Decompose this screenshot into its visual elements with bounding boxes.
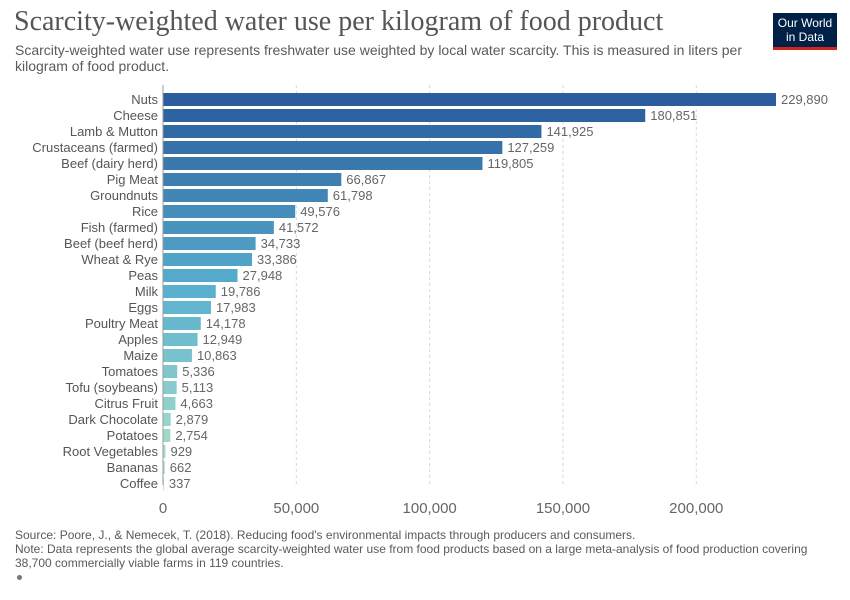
category-label: Wheat & Rye — [81, 252, 158, 267]
bar — [163, 301, 211, 314]
bar-chart: 0 50,000 100,000 150,000 200,000 Nuts 229,890 C… — [32, 85, 828, 517]
value-label: 119,805 — [487, 156, 533, 171]
source-text: Source: Poore, J., & Nemecek, T. (2018).… — [15, 528, 636, 542]
category-label: Rice — [132, 204, 158, 219]
category-label: Poultry Meat — [85, 316, 158, 331]
x-tick-label: 100,000 — [403, 500, 457, 517]
value-label: 337 — [169, 476, 191, 491]
logo-line-2: in Data — [785, 30, 825, 44]
footer-dot — [17, 575, 22, 580]
value-label: 34,733 — [261, 236, 301, 251]
value-label: 14,178 — [206, 316, 246, 331]
category-label: Tomatoes — [102, 364, 159, 379]
value-label: 19,786 — [221, 284, 261, 299]
category-label: Apples — [118, 332, 158, 347]
value-label: 5,113 — [182, 380, 214, 395]
x-tick-label: 150,000 — [536, 500, 590, 517]
bar — [163, 413, 171, 426]
value-label: 41,572 — [279, 220, 319, 235]
value-label: 61,798 — [333, 188, 373, 203]
category-label: Milk — [135, 284, 159, 299]
x-tick-label: 50,000 — [273, 500, 319, 517]
category-label: Beef (beef herd) — [64, 236, 158, 251]
bar — [163, 141, 503, 154]
note-text: Note: Data represents the global average… — [15, 542, 808, 570]
value-label: 5,336 — [182, 364, 215, 379]
chart-title: Scarcity-weighted water use per kilogram… — [14, 6, 664, 37]
bar — [163, 109, 646, 122]
category-label: Citrus Fruit — [94, 396, 158, 411]
value-label: 33,386 — [257, 252, 297, 267]
x-tick-label: 0 — [159, 500, 167, 517]
value-label: 2,754 — [175, 428, 208, 443]
bar — [163, 429, 171, 442]
value-label: 180,851 — [650, 108, 697, 123]
value-label: 229,890 — [781, 92, 828, 107]
value-label: 662 — [170, 460, 192, 475]
bar — [163, 173, 342, 186]
bar — [163, 93, 776, 106]
value-label: 127,259 — [507, 140, 554, 155]
value-label: 17,983 — [216, 300, 256, 315]
bar — [163, 237, 256, 250]
bar — [163, 333, 198, 346]
owid-logo[interactable]: Our World in Data — [773, 13, 837, 50]
chart-footer: Source: Poore, J., & Nemecek, T. (2018).… — [15, 528, 835, 570]
bar — [163, 253, 253, 266]
bar — [163, 349, 192, 362]
category-label: Crustaceans (farmed) — [32, 140, 158, 155]
category-label: Tofu (soybeans) — [66, 380, 159, 395]
category-label: Nuts — [131, 92, 158, 107]
bar — [163, 397, 176, 410]
bar — [163, 381, 177, 394]
bar — [163, 157, 483, 170]
value-label: 2,879 — [176, 412, 209, 427]
category-label: Lamb & Mutton — [70, 124, 158, 139]
category-label: Cheese — [113, 108, 158, 123]
value-label: 66,867 — [346, 172, 386, 187]
category-label: Beef (dairy herd) — [61, 156, 158, 171]
value-label: 929 — [170, 444, 192, 459]
bar — [163, 461, 165, 474]
value-label: 10,863 — [197, 348, 237, 363]
category-label: Peas — [128, 268, 158, 283]
bar — [163, 189, 328, 202]
category-label: Groundnuts — [90, 188, 158, 203]
category-label: Bananas — [107, 460, 159, 475]
category-label: Maize — [123, 348, 158, 363]
bar — [163, 125, 542, 138]
category-label: Coffee — [120, 476, 158, 491]
bar — [163, 445, 166, 458]
bar — [163, 365, 178, 378]
logo-line-1: Our World — [777, 16, 833, 30]
category-label: Fish (farmed) — [81, 220, 158, 235]
category-label: Eggs — [128, 300, 158, 315]
x-tick-label: 200,000 — [669, 500, 723, 517]
value-label: 141,925 — [546, 124, 593, 139]
bar — [163, 221, 274, 234]
bar — [163, 285, 216, 298]
bar — [163, 269, 238, 282]
value-label: 4,663 — [180, 396, 213, 411]
category-label: Dark Chocolate — [68, 412, 158, 427]
category-label: Pig Meat — [107, 172, 159, 187]
category-label: Root Vegetables — [63, 444, 159, 459]
bar — [163, 205, 296, 218]
category-label: Potatoes — [107, 428, 159, 443]
value-label: 49,576 — [300, 204, 340, 219]
value-label: 12,949 — [203, 332, 243, 347]
chart-subtitle: Scarcity-weighted water use represents f… — [15, 42, 743, 74]
value-label: 27,948 — [243, 268, 283, 283]
bar — [163, 317, 201, 330]
